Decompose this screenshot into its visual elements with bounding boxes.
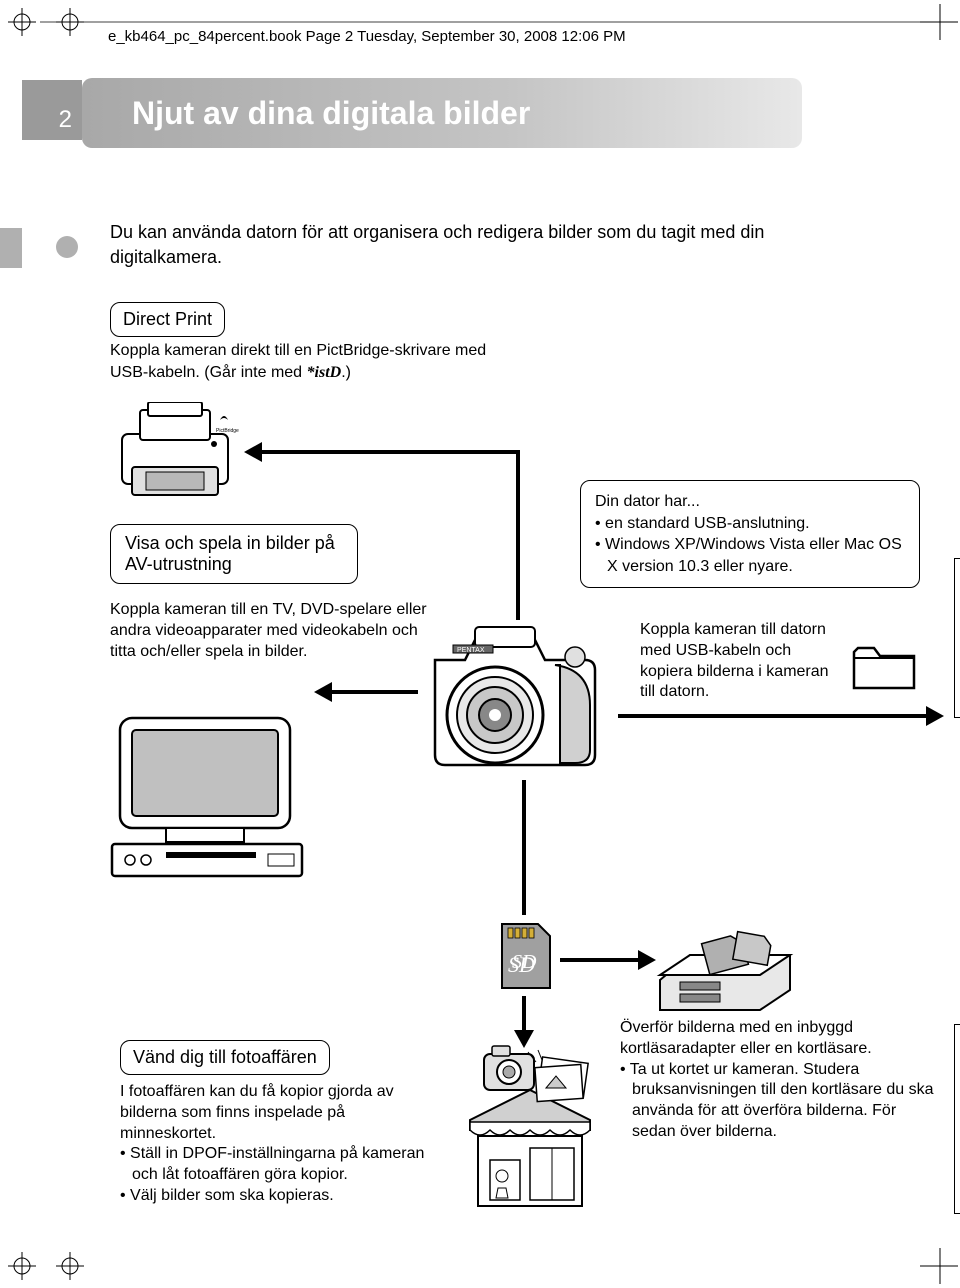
computer-req-heading: Din dator har...	[595, 491, 905, 513]
direct-print-label: Direct Print	[123, 309, 212, 329]
page-number: 2	[59, 106, 72, 134]
photoshop-item: Ställ in DPOF-inställningarna på kameran…	[120, 1144, 430, 1186]
folder-icon	[850, 640, 920, 695]
photoshop-intro: I fotoaffären kan du få kopior gjorda av…	[120, 1082, 430, 1144]
arrow-head-icon	[638, 950, 656, 970]
computer-body: Koppla kameran till datorn med USB-kabel…	[640, 620, 830, 703]
transfer-body: Överför bilderna med en inbyggd kortläsa…	[620, 1018, 940, 1143]
tv-icon	[110, 712, 310, 882]
computer-req-box: Din dator har... en standard USB-anslutn…	[580, 480, 920, 588]
av-body: Koppla kameran till en TV, DVD-spelare e…	[110, 600, 430, 662]
transfer-item: Ta ut kortet ur kameran. Studera bruksan…	[620, 1060, 940, 1143]
arrow-line	[260, 450, 520, 454]
framemaker-header: e_kb464_pc_84percent.book Page 2 Tuesday…	[108, 28, 626, 45]
photoshop-body: I fotoaffären kan du få kopior gjorda av…	[120, 1082, 430, 1207]
computer-req-item: en standard USB-anslutning.	[595, 513, 905, 535]
printer-icon: PictBridge	[110, 402, 240, 502]
title-banner: Njut av dina digitala bilder	[82, 78, 802, 148]
arrow-head-icon	[514, 1030, 534, 1048]
page-number-box: 2	[22, 80, 82, 140]
arrow-head-icon	[926, 706, 944, 726]
arrow-line	[522, 996, 526, 1034]
av-label-box: Visa och spela in bilder på AV-utrustnin…	[110, 524, 358, 584]
sd-card-icon: SD	[498, 920, 554, 992]
computer-req-item: Windows XP/Windows Vista eller Mac OS X …	[595, 534, 905, 577]
photoshop-item: Välj bilder som ska kopieras.	[120, 1186, 430, 1207]
direct-print-body: Koppla kameran direkt till en PictBridge…	[110, 340, 510, 383]
intro-text: Du kan använda datorn för att organisera…	[110, 220, 810, 270]
arrow-head-icon	[314, 682, 332, 702]
arrow-line	[522, 780, 526, 915]
sd-label: SD	[512, 951, 537, 973]
right-edge-bracket	[954, 558, 960, 718]
photoshop-label-box: Vänd dig till fotoaffären	[120, 1040, 330, 1075]
av-label: Visa och spela in bilder på AV-utrustnin…	[125, 533, 335, 574]
arrow-line	[560, 958, 640, 962]
svg-text:PictBridge: PictBridge	[216, 428, 239, 434]
direct-print-label-box: Direct Print	[110, 302, 225, 337]
arrow-line	[618, 714, 928, 718]
page-title: Njut av dina digitala bilder	[132, 95, 530, 132]
photoshop-label: Vänd dig till fotoaffären	[133, 1047, 317, 1067]
transfer-intro: Överför bilderna med en inbyggd kortläsa…	[620, 1018, 940, 1060]
arrow-line	[330, 690, 418, 694]
right-edge-bracket	[954, 1024, 960, 1214]
card-reader-icon	[650, 930, 800, 1015]
svg-text:PENTAX: PENTAX	[457, 647, 485, 654]
arrow-head-icon	[244, 442, 262, 462]
shop-icon	[450, 1040, 610, 1220]
camera-icon: PENTAX	[415, 615, 615, 780]
arrow-line	[516, 450, 520, 620]
side-tab	[0, 228, 22, 268]
side-bullet	[56, 236, 78, 258]
